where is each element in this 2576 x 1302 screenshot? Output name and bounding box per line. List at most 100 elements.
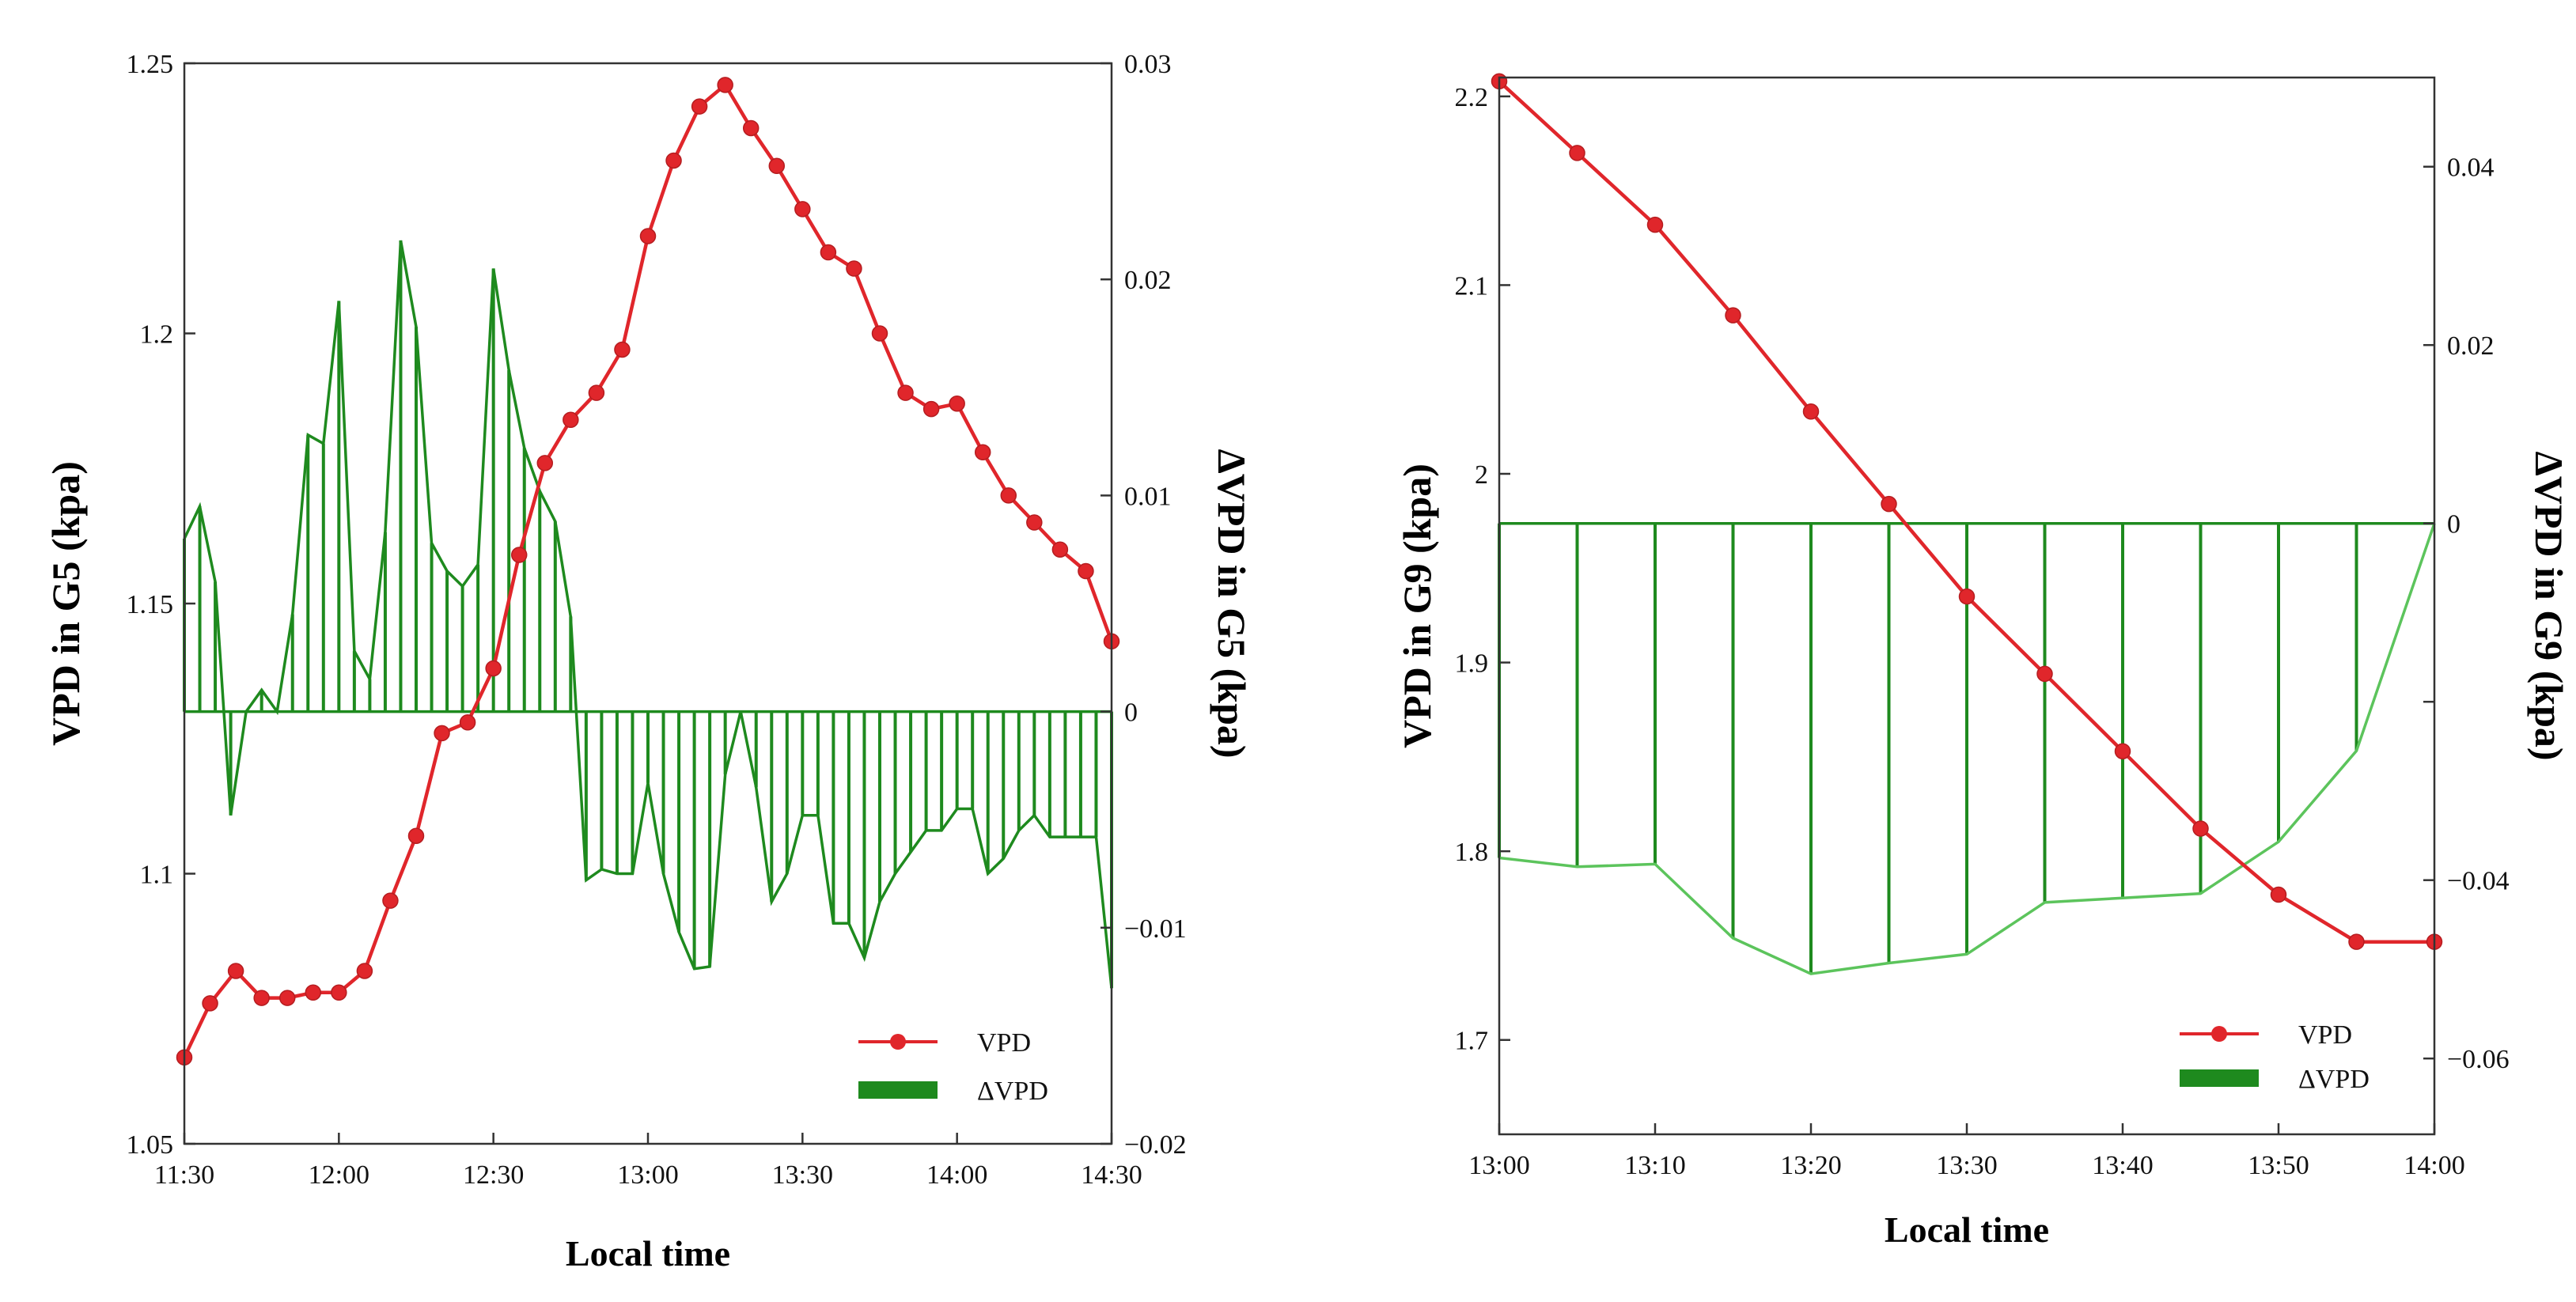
left-delta-vpd-stems [183, 240, 1113, 989]
vpd-point [768, 157, 786, 175]
vpd-point [459, 714, 476, 731]
y2-tick-label: 0.02 [2447, 331, 2495, 361]
x-tick-label: 13:20 [1780, 1151, 1841, 1180]
vpd-point [434, 725, 450, 742]
vpd-point [1646, 216, 1664, 233]
vpd-point [949, 396, 965, 412]
vpd-point [305, 984, 322, 1001]
right-y2-axis-ticks: −0.06 −0.04 0 0.02 0.04 [2423, 153, 2510, 1074]
vpd-point [742, 119, 760, 137]
y-tick-label: 1.25 [127, 50, 174, 79]
vpd-point [202, 995, 218, 1012]
x-tick-label: 13:30 [1936, 1151, 1997, 1180]
left-legend-delta-vpd-swatch-icon [858, 1081, 938, 1099]
vpd-point [639, 228, 657, 244]
vpd-point [2192, 820, 2209, 837]
y-tick-label: 1.15 [127, 590, 174, 619]
y2-tick-label: −0.04 [2447, 867, 2510, 896]
x-tick-label: 13:40 [2092, 1151, 2153, 1180]
vpd-point [1725, 307, 1741, 324]
left-y-axis-title: VPD in G5 (kpa) [44, 461, 88, 746]
left-legend: VPD ΔVPD [858, 1028, 1048, 1106]
y2-tick-label: 0 [2447, 510, 2460, 539]
y-tick-label: 2 [1475, 460, 1488, 490]
right-legend-vpd-marker-icon [2211, 1026, 2227, 1042]
vpd-point [563, 411, 579, 429]
right-legend-delta-vpd-swatch-icon [2180, 1069, 2259, 1087]
vpd-point [1881, 495, 1897, 513]
right-legend: VPD ΔVPD [2180, 1020, 2370, 1094]
y-tick-label: 1.2 [140, 320, 174, 350]
x-tick-label: 14:00 [926, 1160, 987, 1190]
left-y2-axis-title: ΔVPD in G5 (kpa) [1210, 449, 1254, 758]
x-tick-label: 11:30 [154, 1160, 214, 1190]
y-tick-label: 1.8 [1455, 838, 1489, 867]
y2-tick-label: −0.02 [1124, 1130, 1187, 1160]
right-y-axis-ticks: 1.7 1.8 1.9 2 2.1 2.2 [1455, 83, 1510, 1056]
right-y-axis-title: VPD in G9 (kpa) [1395, 464, 1439, 748]
left-y-axis-ticks: 1.05 1.1 1.15 1.2 1.25 [127, 50, 195, 1160]
vpd-point [820, 244, 837, 261]
vpd-point [1958, 588, 1976, 605]
vpd-point [536, 455, 554, 471]
vpd-point [1078, 562, 1094, 580]
vpd-point [1802, 403, 1820, 420]
vpd-point [407, 827, 425, 844]
x-tick-label: 14:30 [1081, 1160, 1142, 1190]
right-x-axis-title: Local time [1885, 1209, 2049, 1250]
y2-tick-label: 0.02 [1124, 266, 1172, 295]
vpd-point [691, 98, 708, 115]
y2-tick-label: 0.03 [1124, 50, 1172, 79]
x-tick-label: 13:00 [617, 1160, 678, 1190]
vpd-point [2114, 743, 2131, 759]
vpd-point [253, 990, 270, 1006]
vpd-point [1569, 145, 1585, 161]
vpd-point [846, 260, 862, 277]
x-tick-label: 12:00 [309, 1160, 369, 1190]
vpd-point [588, 384, 605, 401]
vpd-point [2270, 886, 2287, 903]
y-tick-label: 2.1 [1455, 271, 1489, 301]
y2-tick-label: 0.01 [1124, 482, 1172, 511]
vpd-point [1000, 487, 1017, 504]
vpd-point [510, 547, 528, 563]
y-tick-label: 1.7 [1455, 1027, 1489, 1056]
vpd-point [665, 152, 682, 169]
left-chart-panel: 11:30 12:00 12:30 13:00 13:30 14:00 14:30 1.05… [44, 50, 1254, 1274]
left-legend-vpd-label: VPD [977, 1028, 1031, 1058]
vpd-point [717, 77, 733, 93]
y2-tick-label: 0 [1124, 698, 1138, 728]
vpd-point [227, 963, 244, 979]
vpd-point [974, 444, 991, 461]
x-tick-label: 13:30 [772, 1160, 833, 1190]
right-x-axis-ticks: 13:00 13:10 13:20 13:30 13:40 13:50 14:00 [1468, 1123, 2465, 1180]
left-vpd-line [176, 77, 1120, 1065]
left-y2-axis-ticks: −0.02 −0.01 0 0.01 0.02 0.03 [1100, 50, 1187, 1160]
y-tick-label: 2.2 [1455, 83, 1489, 112]
y2-tick-label: −0.01 [1124, 914, 1187, 944]
vpd-point [897, 384, 914, 401]
vpd-point [382, 892, 399, 909]
x-tick-label: 13:50 [2248, 1151, 2309, 1180]
right-legend-vpd-label: VPD [2298, 1020, 2352, 1050]
y2-tick-label: 0.04 [2447, 153, 2495, 183]
vpd-point [331, 984, 347, 1001]
delta-vpd-envelope-line [183, 240, 1113, 989]
vpd-point [485, 660, 502, 677]
vpd-point [278, 990, 296, 1006]
right-y2-axis-title: ΔVPD in G9 (kpa) [2527, 451, 2571, 760]
x-tick-label: 13:00 [1468, 1151, 1529, 1180]
delta-vpd-envelope-line [1498, 523, 2436, 975]
right-vpd-line [1491, 73, 2443, 950]
y-tick-label: 1.05 [127, 1130, 174, 1160]
x-tick-label: 12:30 [463, 1160, 524, 1190]
x-tick-label: 14:00 [2404, 1151, 2464, 1180]
vpd-point [1051, 541, 1069, 558]
vpd-point [356, 963, 373, 979]
y-tick-label: 1.9 [1455, 649, 1489, 679]
left-legend-vpd-marker-icon [890, 1034, 906, 1050]
vpd-point [1026, 514, 1043, 531]
left-x-axis-title: Local time [566, 1233, 730, 1274]
y-tick-label: 1.1 [140, 861, 174, 890]
